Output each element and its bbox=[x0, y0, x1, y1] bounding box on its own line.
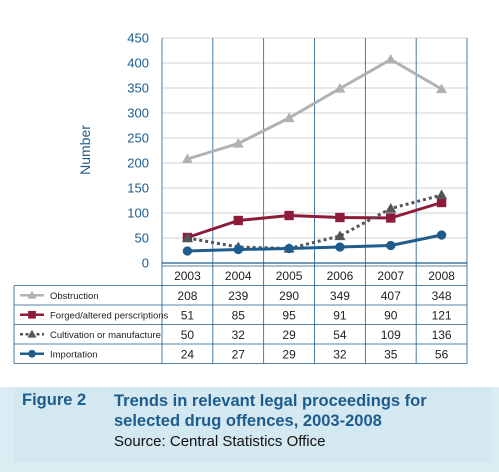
table-value: 136 bbox=[432, 328, 452, 342]
y-tick-label: 100 bbox=[127, 206, 149, 221]
table-value: 29 bbox=[282, 347, 296, 361]
legend-label: Obstruction bbox=[50, 291, 99, 302]
table-value: 348 bbox=[432, 289, 452, 303]
data-point-marker bbox=[233, 244, 243, 255]
legend-entry: Obstruction bbox=[20, 290, 99, 302]
x-tick-label: 2008 bbox=[428, 269, 455, 283]
x-tick-label: 2003 bbox=[174, 269, 201, 283]
table-value: 56 bbox=[435, 347, 449, 361]
table-value: 90 bbox=[384, 308, 398, 322]
table-value: 349 bbox=[330, 289, 350, 303]
y-tick-label: 150 bbox=[127, 181, 149, 196]
table-value: 24 bbox=[181, 347, 195, 361]
data-point-marker bbox=[28, 310, 36, 319]
table-value: 51 bbox=[181, 308, 195, 322]
data-point-marker bbox=[181, 153, 193, 164]
data-point-marker bbox=[284, 243, 294, 254]
data-point-marker bbox=[233, 215, 243, 226]
y-tick-label: 50 bbox=[135, 231, 149, 246]
series-cultivation-or-manufacture: 50 32 29 54 109 136 bbox=[181, 189, 452, 342]
legend-label: Cultivation or manufacture bbox=[50, 330, 161, 341]
data-point-marker bbox=[27, 290, 37, 299]
data-point-marker bbox=[436, 230, 447, 240]
data-point-marker bbox=[335, 242, 345, 252]
data-point-marker bbox=[436, 189, 448, 200]
series-forged-altered-perscriptions: 51 85 95 91 90 121 bbox=[181, 197, 452, 322]
figure-source: Source: Central Statistics Office bbox=[114, 433, 326, 450]
data-point-marker bbox=[283, 112, 295, 123]
data-point-marker bbox=[232, 138, 244, 148]
data-point-marker bbox=[27, 329, 37, 338]
table-value: 95 bbox=[282, 308, 296, 322]
table-value: 91 bbox=[333, 308, 347, 322]
data-point-marker bbox=[182, 246, 193, 256]
table-value: 27 bbox=[232, 347, 246, 361]
table-value: 239 bbox=[228, 289, 248, 303]
legend-label: Forged/altered perscriptions bbox=[50, 310, 169, 321]
table-value: 109 bbox=[381, 328, 401, 342]
y-tick-label: 200 bbox=[127, 156, 149, 171]
table-value: 290 bbox=[279, 289, 299, 303]
data-point-marker bbox=[386, 240, 396, 251]
y-tick-label: 350 bbox=[127, 81, 149, 96]
figure-title: Trends in relevant legal proceedings for… bbox=[114, 392, 427, 430]
x-tick-label: 2004 bbox=[225, 269, 252, 283]
y-tick-label: 250 bbox=[127, 131, 149, 146]
x-tick-label: 2007 bbox=[377, 269, 404, 283]
series-line bbox=[186, 58, 443, 161]
data-point-marker bbox=[334, 230, 346, 241]
y-tick-label: 300 bbox=[127, 106, 149, 121]
table-value: 407 bbox=[381, 289, 401, 303]
legend-entry: Forged/altered perscriptions bbox=[20, 310, 169, 321]
series-importation: 24 27 29 32 35 56 bbox=[181, 230, 449, 361]
table-value: 121 bbox=[432, 308, 452, 322]
data-point-marker bbox=[181, 232, 193, 243]
series-line bbox=[187, 233, 442, 253]
legend-entry: Importation bbox=[20, 349, 98, 360]
data-point-marker bbox=[334, 83, 346, 93]
series-line bbox=[187, 193, 442, 250]
x-tick-label: 2006 bbox=[327, 269, 354, 283]
y-tick-label: 450 bbox=[127, 31, 149, 46]
data-point-marker bbox=[385, 203, 397, 213]
data-point-marker bbox=[385, 54, 397, 64]
table-value: 50 bbox=[181, 328, 195, 342]
y-axis-label: Number bbox=[77, 125, 93, 175]
figure-number: Figure 2 bbox=[22, 391, 87, 409]
figure-caption: Figure 2 Trends in relevant legal procee… bbox=[14, 388, 492, 462]
table-value: 208 bbox=[177, 289, 197, 303]
data-point-marker bbox=[436, 83, 448, 94]
y-tick-label: 0 bbox=[142, 256, 149, 271]
legend-label: Importation bbox=[50, 349, 98, 360]
table-value: 85 bbox=[232, 308, 246, 322]
data-point-marker bbox=[436, 197, 447, 208]
data-point-marker bbox=[386, 213, 396, 223]
table-value: 32 bbox=[333, 347, 347, 361]
y-tick-label: 400 bbox=[127, 56, 149, 71]
series-obstruction: 208 239 290 349 407 348 bbox=[177, 54, 452, 303]
table-value: 32 bbox=[232, 328, 246, 342]
data-point-marker bbox=[284, 210, 294, 221]
data-point-marker bbox=[335, 212, 345, 223]
legend-entry: Cultivation or manufacture bbox=[20, 329, 161, 341]
series-line bbox=[186, 201, 443, 239]
data-point-marker bbox=[28, 349, 36, 358]
line-chart: 0 50 100 150 200 250 300 350 400 450 Number 2003 200… bbox=[13, 31, 468, 364]
table-value: 29 bbox=[282, 328, 296, 342]
table-value: 54 bbox=[333, 328, 347, 342]
x-tick-label: 2005 bbox=[276, 269, 303, 283]
table-value: 35 bbox=[384, 347, 398, 361]
